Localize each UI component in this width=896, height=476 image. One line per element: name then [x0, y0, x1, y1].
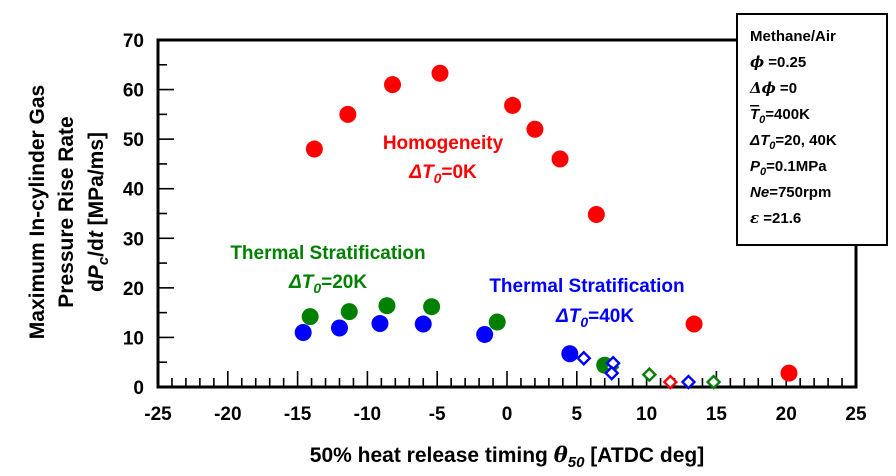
data-point — [587, 205, 605, 223]
annotation-strat-20k-dt: ΔT0=20K — [288, 272, 367, 296]
x-axis-tick-labels: -25 -20 -15 -10 -5 0 5 10 15 20 25 — [144, 404, 867, 425]
annotation-homogeneity: Homogeneity — [383, 133, 504, 154]
data-point — [526, 120, 544, 138]
data-point — [330, 319, 348, 337]
x-axis-ticks — [157, 371, 857, 387]
data-point-diamond — [705, 374, 722, 390]
data-point-diamond — [662, 374, 679, 390]
y-axis-ticks — [158, 39, 174, 388]
condition-title: Methane/Air — [750, 28, 836, 45]
y-tick-label: 30 — [123, 229, 144, 250]
svg-text:dPc/dt [MPa/ms]: dPc/dt [MPa/ms] — [85, 132, 112, 292]
data-point — [301, 308, 319, 326]
condition-ne: Ne=750rpm — [750, 184, 831, 201]
data-point — [504, 96, 522, 114]
data-point — [551, 150, 569, 168]
x-tick-label: 15 — [706, 404, 728, 425]
data-point — [561, 345, 579, 363]
data-point — [378, 297, 396, 315]
data-point — [339, 105, 357, 123]
data-point — [371, 315, 389, 333]
data-point — [305, 140, 323, 158]
data-point — [780, 364, 798, 382]
x-tick-label: 10 — [636, 404, 657, 425]
data-point — [384, 76, 402, 94]
x-tick-label: 20 — [776, 404, 797, 425]
data-point — [340, 303, 358, 321]
annotation-strat-40k: Thermal Stratification — [489, 276, 684, 297]
y-tick-label: 40 — [123, 180, 144, 201]
data-point — [414, 315, 432, 333]
x-axis-title: 50% heat release timing θ50 [ATDC deg] — [310, 442, 704, 471]
y-tick-label: 50 — [123, 130, 144, 151]
x-tick-label: -10 — [354, 404, 381, 425]
y-tick-label: 10 — [123, 328, 144, 349]
data-point-diamond — [680, 374, 697, 390]
x-tick-label: 5 — [572, 404, 583, 425]
x-tick-label: -15 — [284, 404, 312, 425]
condition-dphi: Δϕ =0 — [749, 79, 797, 97]
data-point — [423, 298, 441, 316]
condition-p: P0=0.1MPa — [750, 158, 827, 178]
y-tick-label: 60 — [123, 81, 144, 102]
data-point — [488, 313, 506, 331]
data-point — [294, 323, 312, 341]
condition-phi: ϕ =0.25 — [750, 53, 806, 71]
annotation-strat-40k-dt: ΔT0=40K — [555, 306, 634, 330]
y-axis-title: Maximum In-cylinder Gas Pressure Rise Ra… — [26, 85, 112, 339]
svg-text:Maximum In-cylinder Gas: Maximum In-cylinder Gas — [26, 85, 49, 339]
data-point-diamond — [604, 365, 620, 381]
svg-text:Pressure Rise Rate: Pressure Rise Rate — [55, 116, 78, 307]
y-tick-label: 0 — [133, 378, 144, 399]
data-point — [476, 325, 494, 343]
x-tick-label: -20 — [214, 404, 241, 425]
y-tick-label: 20 — [123, 279, 144, 300]
condition-eps: ε =21.6 — [750, 209, 801, 227]
x-tick-label: -5 — [429, 404, 446, 425]
data-point-diamond — [641, 366, 658, 383]
x-tick-label: 0 — [502, 404, 513, 425]
x-tick-label: 25 — [845, 404, 867, 425]
condition-dt: ΔT0=20, 40K — [749, 132, 837, 152]
x-tick-label: -25 — [144, 404, 172, 425]
y-tick-label: 70 — [123, 31, 144, 52]
data-point-diamond — [576, 350, 592, 366]
y-axis-tick-labels: 0 10 20 30 40 50 60 70 — [123, 31, 144, 399]
condition-tbar: T0=400K — [750, 106, 810, 126]
conditions-box: Methane/Air ϕ =0.25 Δϕ =0 T0=400K ΔT0=20… — [736, 13, 888, 246]
annotation-strat-20k: Thermal Stratification — [230, 243, 425, 264]
data-marks — [294, 64, 798, 390]
annotation-homogeneity-dt: ΔT0=0K — [408, 162, 477, 186]
data-point — [431, 64, 449, 82]
data-point — [685, 315, 703, 333]
